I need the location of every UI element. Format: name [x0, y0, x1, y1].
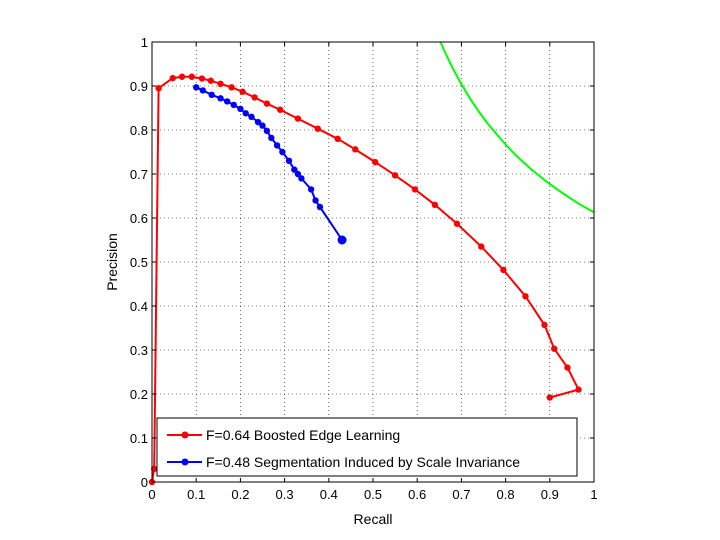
data-point — [411, 186, 419, 193]
x-tick-label: 0.2 — [231, 487, 249, 502]
data-point — [478, 243, 485, 250]
data-point — [208, 91, 215, 99]
grid — [152, 42, 594, 482]
x-axis-label: Recall — [354, 511, 393, 527]
data-point — [522, 293, 529, 300]
data-point — [546, 394, 553, 401]
data-point — [279, 148, 286, 156]
x-tick-label: 0.6 — [408, 487, 426, 502]
data-point — [453, 220, 461, 227]
legend-box — [156, 417, 578, 477]
data-point — [239, 88, 246, 95]
data-point — [169, 74, 176, 82]
data-point — [259, 122, 266, 129]
x-tick-label: 0.5 — [364, 487, 382, 502]
legend-marker-segmentation — [181, 458, 189, 466]
data-point — [207, 77, 214, 84]
x-tick-label: 0.8 — [497, 487, 515, 502]
data-point — [372, 158, 379, 166]
data-point — [223, 98, 231, 105]
legend: F=0.64 Boosted Edge Learning F=0.48 Segm… — [156, 417, 578, 477]
series-0 — [148, 73, 582, 486]
data-point — [541, 321, 548, 329]
data-point — [431, 201, 439, 208]
y-tick-label: 0.7 — [130, 167, 148, 182]
data-point — [155, 85, 162, 92]
data-point — [251, 94, 258, 101]
data-point — [564, 364, 571, 371]
data-point — [263, 127, 271, 135]
data-point — [294, 115, 302, 122]
series-line-2 — [439, 41, 595, 214]
data-point — [193, 84, 200, 91]
data-point — [276, 106, 284, 113]
y-tick-label: 0.9 — [130, 79, 148, 94]
data-point — [294, 170, 302, 178]
data-point — [312, 197, 319, 204]
y-tick-label: 0.6 — [130, 211, 148, 226]
data-point — [291, 166, 298, 173]
data-point — [314, 125, 321, 132]
data-point — [500, 266, 507, 274]
data-point — [230, 101, 237, 109]
data-point — [188, 73, 195, 80]
data-point — [198, 75, 206, 82]
y-axis-label: Precision — [104, 233, 120, 291]
x-tick-label: 1 — [590, 487, 597, 502]
data-point — [254, 118, 262, 126]
y-tick-label: 0.3 — [130, 343, 148, 358]
x-tick-label: 0.3 — [276, 487, 294, 502]
y-tick-label: 0.8 — [130, 123, 148, 138]
data-point — [551, 345, 558, 352]
x-tick-label: 0 — [148, 487, 155, 502]
data-point — [268, 134, 275, 142]
data-point — [248, 113, 255, 121]
series-layer — [148, 41, 595, 486]
data-point — [228, 84, 235, 91]
data-point — [217, 95, 224, 102]
data-point — [178, 73, 186, 80]
x-tick-label: 0.4 — [320, 487, 338, 502]
data-point — [237, 105, 244, 113]
data-point — [242, 110, 249, 117]
data-point — [273, 142, 281, 149]
y-tick-label: 0.4 — [130, 299, 148, 314]
data-point — [298, 175, 305, 182]
legend-marker-boosted-edge — [181, 431, 189, 439]
y-tick-labels: 0 0.1 0.2 0.3 0.4 0.5 0.6 0.7 0.8 0.9 1 — [130, 35, 148, 490]
x-tick-label: 0.7 — [452, 487, 470, 502]
axis-ticks — [151, 41, 595, 483]
y-tick-label: 0.5 — [130, 255, 148, 270]
legend-label-segmentation: F=0.48 Segmentation Induced by Scale Inv… — [206, 454, 520, 470]
series-2 — [439, 41, 595, 214]
data-point — [352, 146, 359, 153]
data-point — [316, 203, 324, 211]
y-tick-label: 0 — [141, 475, 148, 490]
y-tick-label: 0.1 — [130, 431, 148, 446]
data-point — [575, 386, 582, 393]
data-point — [285, 157, 293, 164]
data-point — [217, 80, 224, 88]
y-tick-label: 0.2 — [130, 387, 148, 402]
data-point — [391, 172, 399, 179]
data-point — [307, 186, 315, 193]
data-point — [151, 465, 158, 472]
data-point — [199, 87, 207, 94]
x-tick-labels: 0 0.1 0.2 0.3 0.4 0.5 0.6 0.7 0.8 0.9 1 — [148, 487, 597, 502]
x-tick-label: 0.1 — [187, 487, 205, 502]
legend-label-boosted-edge: F=0.64 Boosted Edge Learning — [206, 427, 400, 443]
data-point — [263, 100, 271, 107]
series-1 — [193, 84, 347, 245]
data-point — [337, 235, 347, 245]
data-point — [334, 135, 341, 142]
x-tick-label: 0.9 — [541, 487, 559, 502]
y-tick-label: 1 — [141, 35, 148, 50]
